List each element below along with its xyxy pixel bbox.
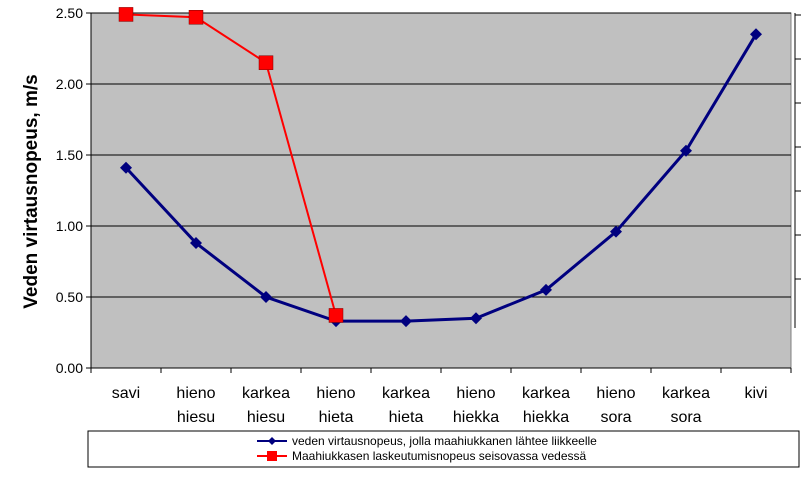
x-tick-label: hiesu xyxy=(247,409,285,426)
x-tick-label: hiesu xyxy=(177,409,215,426)
y-tick-label: 2.00 xyxy=(56,76,83,92)
x-tick-label: kivi xyxy=(744,385,767,402)
plot-area xyxy=(90,12,792,369)
x-tick-label: hiekka xyxy=(453,409,499,426)
gridlines xyxy=(90,12,792,373)
data-point-diamond xyxy=(540,283,552,296)
x-tick-label: savi xyxy=(112,385,140,402)
data-point-diamond xyxy=(610,225,622,238)
x-tick-label: karkea xyxy=(242,385,290,402)
data-point-diamond xyxy=(190,237,202,250)
data-point-square xyxy=(328,308,344,323)
data-point-square xyxy=(258,55,274,70)
legend-marker-series-2 xyxy=(267,451,277,461)
data-point-square xyxy=(188,10,204,25)
series-2 xyxy=(118,7,344,323)
data-point-diamond xyxy=(680,144,692,157)
x-tick-label: hieta xyxy=(319,409,354,426)
secondary-axis-ticks xyxy=(794,13,801,328)
x-tick-label: hieta xyxy=(389,409,424,426)
y-tick-label: 2.50 xyxy=(56,5,83,21)
data-point-diamond xyxy=(750,28,762,41)
y-tick-label: 1.00 xyxy=(56,218,83,234)
y-tick-label: 0.50 xyxy=(56,289,83,305)
x-tick-label: hieno xyxy=(596,385,635,402)
data-point-diamond xyxy=(120,161,132,174)
legend-marker-series-1 xyxy=(268,437,276,445)
legend-label-series-1: veden virtausnopeus, jolla maahiukkanen … xyxy=(292,434,597,448)
x-tick-label: karkea xyxy=(382,385,430,402)
x-tick-label: hieno xyxy=(316,385,355,402)
series-line xyxy=(124,33,758,323)
data-point-diamond xyxy=(470,312,482,325)
legend: veden virtausnopeus, jolla maahiukkanen … xyxy=(87,430,800,468)
legend-label-series-2: Maahiukkasen laskeutumisnopeus seisovass… xyxy=(292,449,586,463)
series-1 xyxy=(120,28,762,328)
series-layer xyxy=(118,7,762,328)
x-tick-label: hieno xyxy=(456,385,495,402)
data-point-square xyxy=(118,7,134,22)
legend-box xyxy=(87,430,800,468)
x-tick-label: sora xyxy=(600,409,631,426)
y-axis-ticks: 0.00 0.50 1.00 1.50 2.00 2.50 xyxy=(56,5,91,376)
y-tick-label: 0.00 xyxy=(56,360,83,376)
x-tick-label: hieno xyxy=(176,385,215,402)
y-axis-label: Veden virtausnopeus, m/s xyxy=(21,74,42,308)
series-line xyxy=(125,13,337,316)
x-tick-label: hiekka xyxy=(523,409,569,426)
x-tick-label: sora xyxy=(670,409,701,426)
data-point-diamond xyxy=(260,291,272,303)
x-tick-label: karkea xyxy=(522,385,570,402)
x-tick-label: karkea xyxy=(662,385,710,402)
y-tick-label: 1.50 xyxy=(56,147,83,163)
data-point-diamond xyxy=(400,315,412,328)
x-axis-ticks: savi hieno hiesu karkea hiesu hieno hieta karke… xyxy=(112,385,768,426)
